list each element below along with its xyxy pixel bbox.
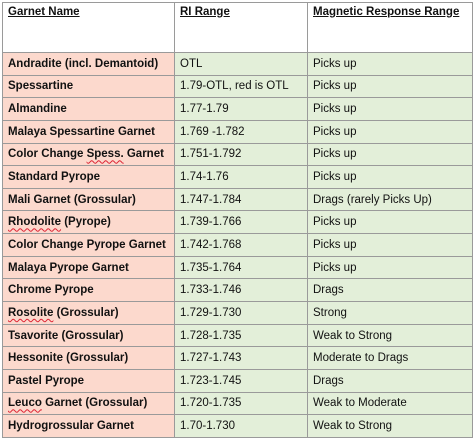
- garnet-name-text: Tsavorite (Grossular): [8, 329, 124, 342]
- ri-range-cell: 1.723-1.745: [174, 368, 308, 393]
- garnet-name-cell: Standard Pyrope: [2, 165, 175, 189]
- garnet-name-text: Standard Pyrope: [8, 171, 101, 184]
- table-row: Pastel Pyrope 1.723-1.745 Drags: [2, 368, 473, 393]
- table-row: Chrome Pyrope 1.733-1.746 Drags: [2, 278, 473, 303]
- garnet-name-text: Malaya Spessartine Garnet: [8, 125, 156, 138]
- magnetic-response-cell: Picks up: [307, 52, 473, 76]
- garnet-name-cell: Pastel Pyrope: [2, 368, 175, 393]
- ri-range-cell: 1.751-1.792: [174, 142, 308, 167]
- garnet-name-text: Pastel Pyrope: [8, 374, 85, 387]
- ri-range-cell: 1.79-OTL, red is OTL: [174, 74, 308, 99]
- ri-range-cell: 1.742-1.768: [174, 233, 308, 257]
- table-row: Almandine 1.77-1.79 Picks up: [2, 97, 473, 121]
- garnet-name-cell: Tsavorite (Grossular): [2, 323, 175, 348]
- garnet-name-text: Chrome Pyrope: [8, 284, 94, 297]
- garnet-name-cell: Almandine: [2, 97, 175, 121]
- spellcheck-word: Rosolite: [8, 306, 54, 319]
- ri-range-cell: 1.735-1.764: [174, 255, 308, 280]
- table-row: Rhodolite (Pyrope) 1.739-1.766 Picks up: [2, 210, 473, 235]
- header-magnetic-response: Magnetic Response Range: [307, 2, 473, 53]
- table-row: Tsavorite (Grossular) 1.728-1.735 Weak to …: [2, 323, 473, 348]
- garnet-name-cell: Andradite (incl. Demantoid): [2, 52, 175, 76]
- magnetic-response-cell: Picks up: [307, 210, 473, 235]
- garnet-name-cell: Malaya Pyrope Garnet: [2, 255, 175, 280]
- table-row: Color Change Pyrope Garnet 1.742-1.768 Pic…: [2, 233, 473, 257]
- table-row: Malaya Pyrope Garnet 1.735-1.764 Picks up: [2, 255, 473, 280]
- garnet-name-text: (Grossular): [53, 306, 119, 319]
- garnet-name-text: (Pyrope): [61, 216, 111, 229]
- garnet-name-cell: Malaya Spessartine Garnet: [2, 119, 175, 144]
- garnet-name-cell: Spessartine: [2, 74, 175, 99]
- ri-range-cell: 1.739-1.766: [174, 210, 308, 235]
- garnet-name-cell: Hessonite (Grossular): [2, 346, 175, 370]
- garnet-name-text: Hessonite (Grossular): [8, 352, 129, 365]
- table-row: Mali Garnet (Grossular) 1.747-1.784 Drags …: [2, 187, 473, 212]
- ri-range-cell: OTL: [174, 52, 308, 76]
- spellcheck-word: Rhodolite: [8, 216, 62, 229]
- garnet-name-cell: Mali Garnet (Grossular): [2, 187, 175, 212]
- garnet-name-text: Color Change: [8, 148, 87, 161]
- garnet-name-cell: Rhodolite (Pyrope): [2, 210, 175, 235]
- table-row: Spessartine 1.79-OTL, red is OTL Picks up: [2, 74, 473, 99]
- garnet-name-text: Hydrogrossular Garnet: [8, 420, 134, 433]
- garnet-name-text: Garnet: [123, 148, 164, 161]
- garnet-name-text: Color Change Pyrope Garnet: [8, 238, 166, 251]
- table-row: Standard Pyrope 1.74-1.76 Picks up: [2, 165, 473, 189]
- table-row: Leuco Garnet (Grossular) 1.720-1.735 Weak …: [2, 391, 473, 416]
- magnetic-response-cell: Drags: [307, 368, 473, 393]
- magnetic-response-cell: Moderate to Drags: [307, 346, 473, 370]
- garnet-name-text: Garnet (Grossular): [41, 397, 148, 410]
- ri-range-cell: 1.728-1.735: [174, 323, 308, 348]
- table-row: Hessonite (Grossular) 1.727-1.743 Moderate…: [2, 346, 473, 370]
- table-row: Hydrogrossular Garnet 1.70-1.730 Weak to S…: [2, 414, 473, 438]
- ri-range-cell: 1.729-1.730: [174, 301, 308, 325]
- ri-range-cell: 1.733-1.746: [174, 278, 308, 303]
- ri-range-cell: 1.769 -1.782: [174, 119, 308, 144]
- spellcheck-word: Spess.: [86, 148, 124, 161]
- table-row: Rosolite (Grossular) 1.729-1.730 Strong: [2, 301, 473, 325]
- garnet-name-cell: Color Change Spess. Garnet: [2, 142, 175, 167]
- magnetic-response-cell: Drags (rarely Picks Up): [307, 187, 473, 212]
- magnetic-response-cell: Picks up: [307, 97, 473, 121]
- garnet-name-text: Almandine: [8, 103, 67, 116]
- garnet-name-text: Mali Garnet (Grossular): [8, 193, 136, 206]
- magnetic-response-cell: Picks up: [307, 142, 473, 167]
- garnet-name-cell: Rosolite (Grossular): [2, 301, 175, 325]
- ri-range-cell: 1.720-1.735: [174, 391, 308, 416]
- table-row: Andradite (incl. Demantoid) OTL Picks up: [2, 52, 473, 76]
- magnetic-response-cell: Drags: [307, 278, 473, 303]
- header-garnet-name: Garnet Name: [2, 2, 175, 53]
- magnetic-response-cell: Picks up: [307, 165, 473, 189]
- ri-range-cell: 1.77-1.79: [174, 97, 308, 121]
- magnetic-response-cell: Weak to Strong: [307, 323, 473, 348]
- ri-range-cell: 1.74-1.76: [174, 165, 308, 189]
- spellcheck-word: Leuco: [8, 397, 42, 410]
- magnetic-response-cell: Picks up: [307, 233, 473, 257]
- table-row: Color Change Spess. Garnet 1.751-1.792 Pic…: [2, 142, 473, 167]
- ri-range-cell: 1.70-1.730: [174, 414, 308, 438]
- table-row: Malaya Spessartine Garnet 1.769 -1.782 Pic…: [2, 119, 473, 144]
- magnetic-response-cell: Picks up: [307, 255, 473, 280]
- magnetic-response-cell: Picks up: [307, 119, 473, 144]
- header-row: Garnet Name RI Range Magnetic Response R…: [2, 2, 473, 53]
- header-ri-range: RI Range: [174, 2, 308, 53]
- magnetic-response-cell: Picks up: [307, 74, 473, 99]
- garnet-name-cell: Color Change Pyrope Garnet: [2, 233, 175, 257]
- garnet-name-text: Spessartine: [8, 80, 74, 93]
- garnet-name-cell: Hydrogrossular Garnet: [2, 414, 175, 438]
- garnet-name-text: Andradite (incl. Demantoid): [8, 57, 159, 70]
- garnet-name-cell: Leuco Garnet (Grossular): [2, 391, 175, 416]
- magnetic-response-cell: Strong: [307, 301, 473, 325]
- table-body: Andradite (incl. Demantoid) OTL Picks up Sp…: [2, 52, 473, 438]
- ri-range-cell: 1.747-1.784: [174, 187, 308, 212]
- garnet-name-text: Malaya Pyrope Garnet: [8, 261, 129, 274]
- magnetic-response-cell: Weak to Strong: [307, 414, 473, 438]
- magnetic-response-cell: Weak to Moderate: [307, 391, 473, 416]
- garnet-name-cell: Chrome Pyrope: [2, 278, 175, 303]
- ri-range-cell: 1.727-1.743: [174, 346, 308, 370]
